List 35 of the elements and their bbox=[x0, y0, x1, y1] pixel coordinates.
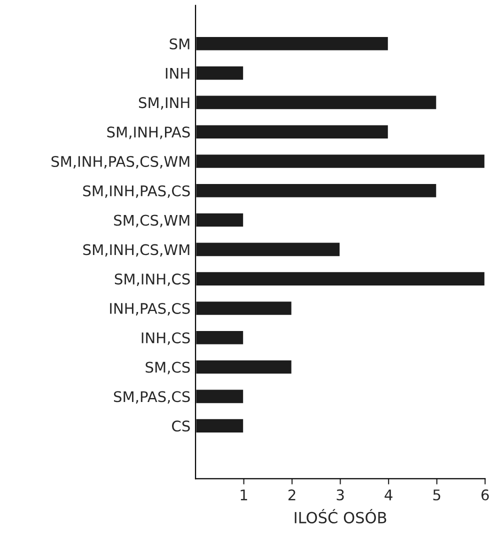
y-tick-label: SM,CS bbox=[146, 362, 190, 374]
y-tick-label: SM,INH bbox=[138, 97, 190, 110]
x-tick-label: 6 bbox=[481, 489, 489, 500]
y-tick-label: CS bbox=[172, 420, 190, 432]
bar bbox=[196, 65, 244, 82]
x-tick-label: 5 bbox=[433, 490, 440, 500]
y-tick-label: SM,INH,CS bbox=[114, 274, 190, 286]
bar bbox=[196, 153, 486, 170]
x-axis-title: ILOŚĆ OSÓB bbox=[294, 509, 386, 524]
y-tick-label: SM,CS,WM bbox=[114, 214, 190, 228]
bar bbox=[196, 241, 342, 258]
y-tick-label: SM,INH,PAS,CS bbox=[83, 185, 190, 198]
bar bbox=[196, 212, 244, 228]
bar bbox=[196, 94, 438, 110]
y-tick-label: SM,PAS,CS bbox=[114, 391, 190, 404]
x-tick-label: 1 bbox=[240, 490, 248, 500]
y-tick-label: INH,PAS,CS bbox=[110, 302, 190, 316]
bar bbox=[196, 124, 390, 140]
x-tick-label: 3 bbox=[336, 489, 344, 500]
y-tick-label: SM,INH,CS,WM bbox=[83, 244, 190, 257]
bar bbox=[196, 330, 244, 346]
y-tick-label: SM,INH,PAS bbox=[107, 126, 190, 140]
bar bbox=[196, 300, 293, 316]
y-tick-label: SM bbox=[170, 38, 190, 50]
y-tick-label: INH,CS bbox=[142, 332, 190, 345]
bar bbox=[196, 418, 244, 434]
y-tick-label: SM,INH,PAS,CS,WM bbox=[52, 156, 190, 168]
y-tick-label: INH bbox=[166, 68, 190, 79]
bar bbox=[196, 182, 438, 199]
bar bbox=[196, 358, 293, 376]
x-tick-label: 2 bbox=[288, 489, 296, 500]
bar bbox=[196, 36, 390, 52]
bar bbox=[196, 388, 244, 404]
bar bbox=[196, 270, 486, 287]
x-tick-label: 4 bbox=[384, 490, 392, 500]
